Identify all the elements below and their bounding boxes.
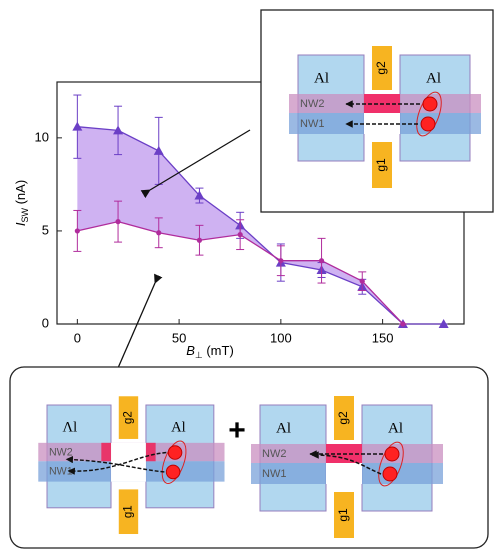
electron xyxy=(421,117,435,131)
figure: 0510050100150B⊥ (mT)ISW (nA) + g2g1AlAlN… xyxy=(0,0,499,560)
gate-label: g1 xyxy=(374,158,388,172)
electron xyxy=(385,447,399,461)
gate-label: g2 xyxy=(336,411,350,425)
electron xyxy=(166,465,180,479)
gate-label: g2 xyxy=(122,411,135,424)
x-tick-label: 50 xyxy=(172,330,186,345)
point xyxy=(400,321,405,326)
al-label: Al xyxy=(171,420,186,436)
y-tick-label: 5 xyxy=(42,222,49,237)
electron xyxy=(383,467,397,481)
gate-label: g1 xyxy=(336,508,350,522)
electron xyxy=(423,97,437,111)
nw-label: NW2 xyxy=(49,446,73,458)
pointer-arrow xyxy=(118,283,155,368)
x-tick-label: 0 xyxy=(74,330,81,345)
gate-label: g2 xyxy=(374,61,388,75)
x-axis-label-unit: (mT) xyxy=(203,343,234,358)
x-axis-label: B⊥ (mT) xyxy=(186,343,234,360)
nw-label: NW1 xyxy=(300,118,324,130)
y-tick-label: 10 xyxy=(35,129,49,144)
point xyxy=(156,230,161,235)
x-tick-label: 150 xyxy=(372,330,394,345)
point xyxy=(115,219,120,224)
y-axis-label: ISW (nA) xyxy=(13,180,30,226)
point xyxy=(278,258,283,263)
al-label: Al xyxy=(426,70,441,86)
plus-sign: + xyxy=(228,414,246,447)
point xyxy=(75,228,80,233)
electron xyxy=(168,446,182,460)
sc-region xyxy=(101,443,111,461)
point xyxy=(319,258,324,263)
al-label: Λl xyxy=(63,420,78,436)
x-axis-label-symbol: B xyxy=(186,343,195,358)
y-tick-label: 0 xyxy=(42,315,49,330)
nw-label: NW2 xyxy=(262,448,286,460)
gap xyxy=(111,443,146,482)
y-axis-label-unit: (nA) xyxy=(13,180,28,208)
nw-label: NW1 xyxy=(262,468,286,480)
x-axis-label-sub: ⊥ xyxy=(195,350,203,360)
point xyxy=(360,279,365,284)
y-axis-label-sub: SW xyxy=(20,208,30,223)
gate-label: g1 xyxy=(122,505,135,518)
al-label: Al xyxy=(388,420,403,436)
point xyxy=(238,232,243,237)
al-label: Al xyxy=(276,420,291,436)
al-label: Al xyxy=(314,70,329,86)
nw-label: NW2 xyxy=(300,98,324,110)
sc-region xyxy=(146,443,156,461)
nw-label: NW1 xyxy=(49,466,73,478)
x-tick-label: 100 xyxy=(270,330,292,345)
point xyxy=(197,238,202,243)
point xyxy=(72,122,82,131)
devices: g2 g1 Al Al NW2 NW1 g2 g1 Λl Al NW2 NW1 g2 g1 Al Al NW2 N… xyxy=(38,46,481,538)
